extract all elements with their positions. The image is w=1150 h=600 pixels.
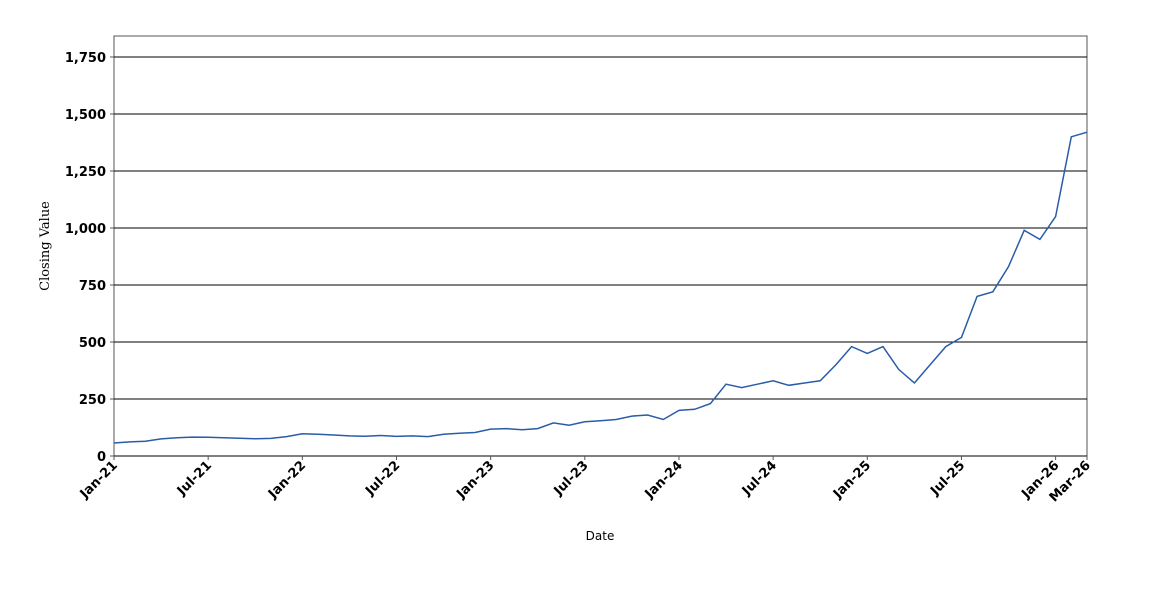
x-axis-label: Date: [586, 529, 615, 543]
y-tick-label: 0: [97, 450, 106, 465]
y-tick-label: 1,500: [65, 108, 106, 123]
line: [113, 131, 1088, 444]
y-tick-label: 1,000: [65, 222, 106, 237]
y-axis-label: Closing Value: [38, 201, 53, 291]
y-tick-label: 250: [79, 393, 106, 408]
y-tick-label: 1,750: [65, 51, 106, 66]
y-tick-label: 750: [79, 279, 106, 294]
plot-area: [113, 35, 1088, 457]
y-tick-label: 1,250: [65, 165, 106, 180]
y-tick-label: 500: [79, 336, 106, 351]
